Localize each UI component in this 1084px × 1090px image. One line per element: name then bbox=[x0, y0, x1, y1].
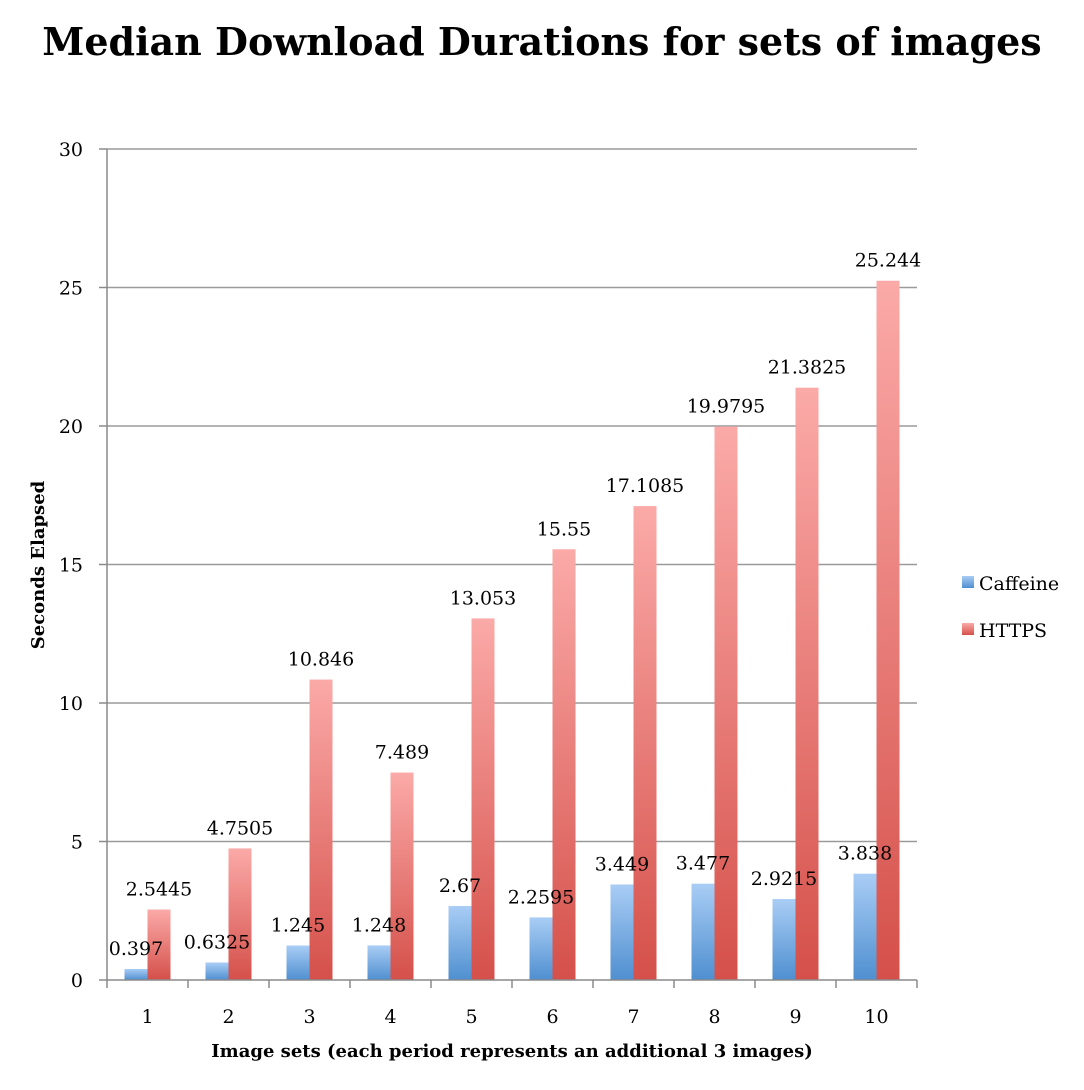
bar-caffeine bbox=[610, 884, 634, 980]
data-label-https: 15.55 bbox=[537, 518, 591, 540]
y-tick-label: 20 bbox=[59, 416, 83, 438]
y-tick-label: 10 bbox=[59, 693, 83, 715]
bar-caffeine bbox=[367, 945, 391, 980]
x-tick-label: 10 bbox=[864, 1006, 888, 1028]
data-label-caffeine: 2.9215 bbox=[751, 868, 817, 890]
x-tick-label: 7 bbox=[627, 1006, 639, 1028]
data-label-https: 17.1085 bbox=[606, 475, 685, 497]
y-tick-label: 0 bbox=[71, 970, 83, 992]
data-label-caffeine: 3.477 bbox=[676, 853, 730, 875]
data-label-https: 4.7505 bbox=[207, 817, 273, 839]
bar-caffeine bbox=[691, 883, 715, 980]
x-tick-label: 8 bbox=[708, 1006, 720, 1028]
chart-title: Median Download Durations for sets of im… bbox=[42, 19, 1042, 64]
x-tick-label: 9 bbox=[789, 1006, 801, 1028]
bar-caffeine bbox=[124, 969, 148, 980]
bar-https bbox=[552, 549, 576, 980]
y-tick-label: 5 bbox=[71, 832, 83, 854]
data-label-caffeine: 0.397 bbox=[109, 938, 163, 960]
data-label-https: 2.5445 bbox=[126, 879, 192, 901]
data-label-caffeine: 3.449 bbox=[595, 853, 649, 875]
bar-https bbox=[714, 426, 738, 980]
data-label-caffeine: 2.67 bbox=[439, 875, 481, 897]
bar-https bbox=[795, 387, 819, 981]
gridlines bbox=[107, 148, 917, 843]
bar-caffeine bbox=[529, 917, 553, 980]
data-label-caffeine: 1.245 bbox=[271, 915, 325, 937]
bar-https bbox=[228, 848, 252, 980]
legend-label-https: HTTPS bbox=[979, 620, 1047, 642]
x-tick-label: 3 bbox=[303, 1006, 315, 1028]
bar-caffeine bbox=[853, 873, 877, 980]
x-tick-label: 4 bbox=[384, 1006, 396, 1028]
data-label-https: 19.9795 bbox=[687, 396, 766, 418]
data-label-caffeine: 0.6325 bbox=[184, 931, 250, 953]
data-label-caffeine: 3.838 bbox=[838, 843, 892, 865]
x-tick-label: 6 bbox=[546, 1006, 558, 1028]
bar-https bbox=[309, 679, 333, 980]
legend-label-caffeine: Caffeine bbox=[979, 573, 1059, 595]
y-tick-label: 30 bbox=[59, 139, 83, 161]
legend-swatch-https bbox=[962, 623, 974, 635]
x-axis-label: Image sets (each period represents an ad… bbox=[211, 1041, 812, 1062]
data-label-https: 13.053 bbox=[450, 587, 516, 609]
x-tick-label: 5 bbox=[465, 1006, 477, 1028]
bar-https bbox=[633, 506, 657, 980]
data-labels: 0.397 2.5445 0.6325 4.7505 1.245 10.846 1.248 7… bbox=[109, 250, 921, 960]
bar-caffeine bbox=[286, 945, 310, 980]
legend: Caffeine HTTPS bbox=[962, 573, 1059, 642]
bar-https bbox=[390, 772, 414, 980]
bar-caffeine bbox=[205, 962, 229, 980]
bar-caffeine bbox=[448, 906, 472, 980]
data-label-https: 10.846 bbox=[288, 649, 354, 671]
data-label-https: 7.489 bbox=[375, 742, 429, 764]
data-label-caffeine: 2.2595 bbox=[508, 886, 574, 908]
axes: 0 5 10 15 20 25 30 1 2 3 4 5 6 7 8 9 10 bbox=[59, 139, 918, 1028]
bar-https bbox=[471, 618, 495, 980]
data-label-caffeine: 1.248 bbox=[352, 914, 406, 936]
legend-swatch-caffeine bbox=[962, 576, 974, 588]
bar-https bbox=[876, 280, 900, 980]
x-tick-label: 1 bbox=[141, 1006, 153, 1028]
y-tick-label: 15 bbox=[59, 555, 83, 577]
bar-https bbox=[147, 909, 171, 980]
y-tick-label: 25 bbox=[59, 278, 83, 300]
x-tick-label: 2 bbox=[222, 1006, 234, 1028]
y-axis-label: Seconds Elapsed bbox=[28, 480, 49, 649]
data-label-https: 21.3825 bbox=[768, 357, 847, 379]
bar-caffeine bbox=[772, 899, 796, 980]
bars bbox=[124, 280, 900, 981]
data-label-https: 25.244 bbox=[855, 250, 921, 272]
